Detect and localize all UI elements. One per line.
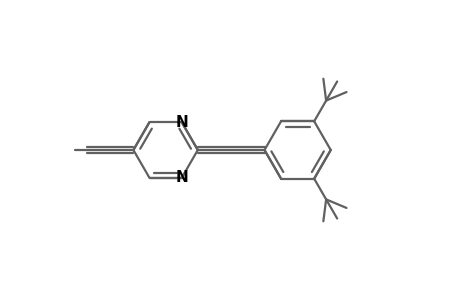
Text: N: N xyxy=(175,115,188,130)
Text: N: N xyxy=(175,170,188,185)
